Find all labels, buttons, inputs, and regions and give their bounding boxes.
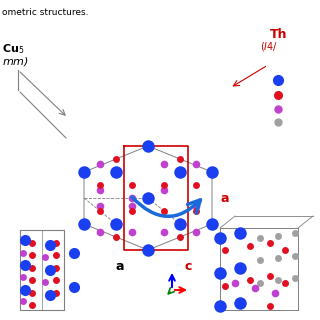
Text: c: c [184, 260, 192, 273]
Text: a: a [116, 260, 124, 273]
Text: ometric structures.: ometric structures. [2, 8, 89, 17]
Text: Cu$_5$: Cu$_5$ [2, 42, 24, 56]
Text: $mm$): $mm$) [2, 55, 29, 68]
FancyArrowPatch shape [132, 197, 200, 216]
Text: $(I4/$: $(I4/$ [260, 40, 278, 53]
Text: Th: Th [270, 28, 287, 41]
Text: a: a [220, 191, 228, 204]
